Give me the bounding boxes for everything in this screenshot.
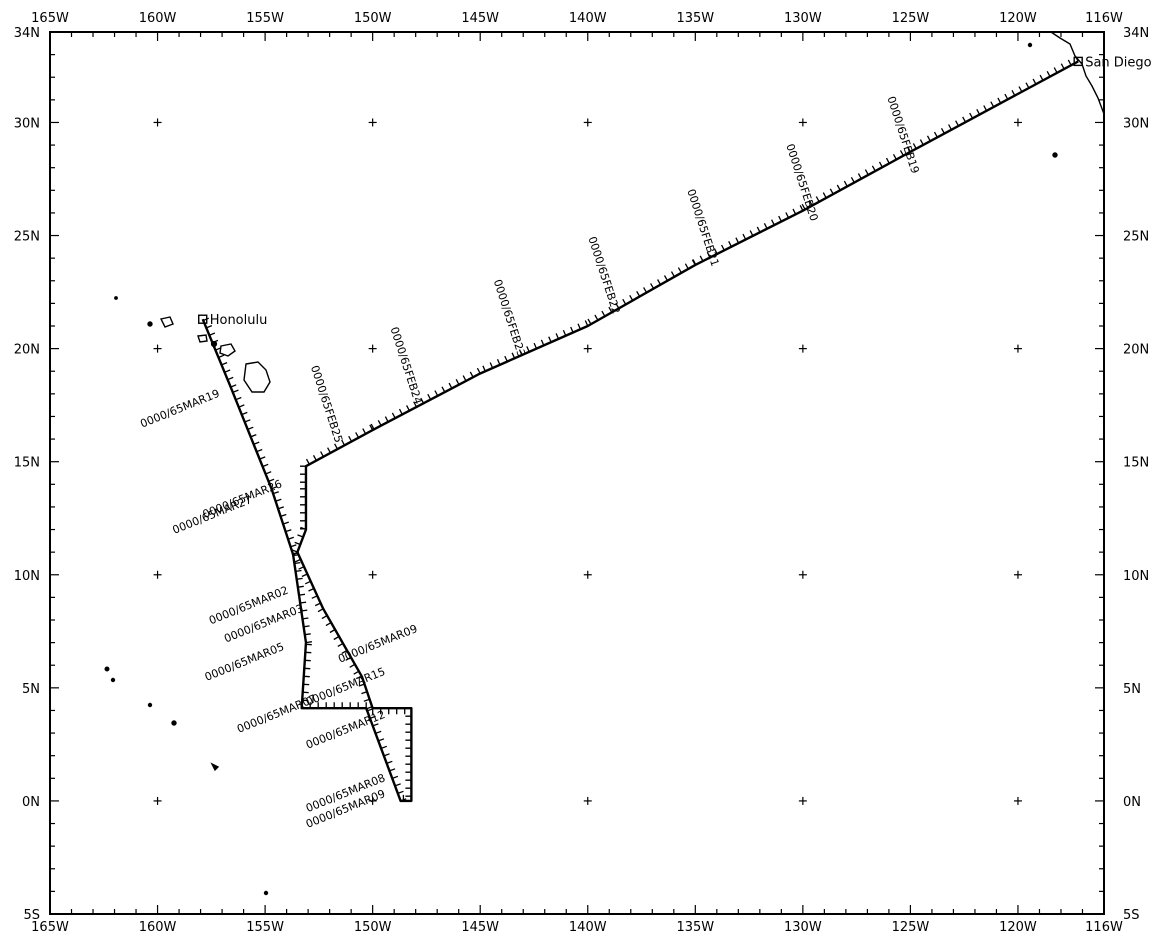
date-label: 0000/65MAR05 (203, 640, 286, 684)
islet (114, 296, 118, 300)
place-labels: San Diego Honolulu (198, 55, 1152, 328)
lon-tick-label-top: 155W (246, 11, 284, 26)
date-label: 0000/65FEB21 (684, 187, 721, 268)
lon-tick-label-top: 165W (31, 11, 69, 26)
date-labels: 0000/65FEB190000/65FEB200000/65FEB210000… (138, 95, 921, 831)
place-marker (1073, 56, 1083, 67)
date-label: 0000/65FEB23 (491, 278, 528, 359)
lon-tick-label-bottom: 140W (569, 920, 607, 935)
date-label: 0000/65MAR19 (138, 387, 221, 431)
lon-tick-label-top: 140W (569, 11, 607, 26)
islet (147, 702, 153, 708)
lat-tick-label-right: 10N (1123, 569, 1149, 584)
lat-tick-label-right: 15N (1123, 456, 1149, 471)
lon-tick-label-top: 135W (676, 11, 714, 26)
islet (104, 666, 110, 672)
lon-tick-label-bottom: 165W (31, 920, 69, 935)
lat-tick-label-right: 30N (1123, 116, 1149, 131)
date-label: 0000/65MAR27 (171, 493, 254, 537)
lon-tick-label-bottom: 150W (354, 920, 392, 935)
map-frame (49, 31, 1105, 915)
lon-tick-label-bottom: 120W (999, 920, 1037, 935)
lat-tick-label-left: 0N (22, 795, 40, 810)
lat-tick-label-left: 34N (14, 26, 40, 41)
lat-tick-label-right: 25N (1123, 230, 1149, 245)
lon-tick-label-top: 116W (1085, 11, 1123, 26)
grid-crosses (153, 118, 1022, 805)
lat-tick-label-left: 15N (14, 456, 40, 471)
axis-frame: 165W 165W 160W 160W 155W 155W 150W 150W 145W 145W… (14, 11, 1150, 935)
niihau-island (147, 321, 153, 327)
lat-tick-label-right: 0N (1123, 795, 1141, 810)
lon-tick-label-bottom: 160W (139, 920, 177, 935)
lon-tick-label-top: 130W (784, 11, 822, 26)
islet (1027, 42, 1033, 48)
date-label: 0000/65FEB22 (585, 235, 622, 316)
land-outlines (104, 31, 1105, 896)
lat-tick-label-left: 5S (23, 908, 40, 923)
lon-tick-label-bottom: 116W (1085, 920, 1123, 935)
hawaii-big-island (243, 361, 271, 393)
lon-tick-label-top: 150W (354, 11, 392, 26)
lon-tick-label-top: 145W (461, 11, 499, 26)
lat-tick-label-left: 30N (14, 116, 40, 131)
islet (110, 677, 116, 683)
lon-tick-label-top: 120W (999, 11, 1037, 26)
islet (1052, 152, 1058, 158)
lat-tick-label-left: 25N (14, 230, 40, 245)
lat-tick-label-right: 34N (1123, 26, 1149, 41)
islet (210, 762, 220, 772)
lat-tick-label-right: 5N (1123, 682, 1141, 697)
lon-tick-label-bottom: 130W (784, 920, 822, 935)
date-label: 0000/65MAR07 (235, 692, 318, 736)
date-label: 0000/65FEB24 (387, 325, 424, 406)
place-label: Honolulu (210, 313, 268, 328)
track-hatch-ticks (202, 55, 1079, 802)
date-label: 0000/65MAR09 (336, 622, 419, 666)
lat-tick-label-left: 20N (14, 343, 40, 358)
islet (263, 890, 269, 896)
lat-tick-label-left: 10N (14, 569, 40, 584)
maui-island (219, 343, 236, 357)
lon-tick-label-bottom: 145W (461, 920, 499, 935)
place-marker (198, 314, 208, 324)
kauai-island (159, 316, 174, 328)
lat-tick-label-left: 5N (22, 682, 40, 697)
track-line (201, 60, 1079, 803)
lat-tick-label-right: 5S (1123, 908, 1140, 923)
lon-tick-label-top: 125W (892, 11, 930, 26)
ship-track (201, 55, 1079, 803)
place-label: San Diego (1085, 55, 1151, 70)
islet (171, 720, 177, 726)
lon-tick-label-bottom: 125W (892, 920, 930, 935)
oahu-island (197, 334, 208, 343)
lon-tick-label-top: 160W (139, 11, 177, 26)
lat-tick-label-right: 20N (1123, 343, 1149, 358)
lon-tick-label-bottom: 155W (246, 920, 284, 935)
date-label: 0000/65FEB25 (308, 364, 345, 445)
lon-tick-label-bottom: 135W (676, 920, 714, 935)
